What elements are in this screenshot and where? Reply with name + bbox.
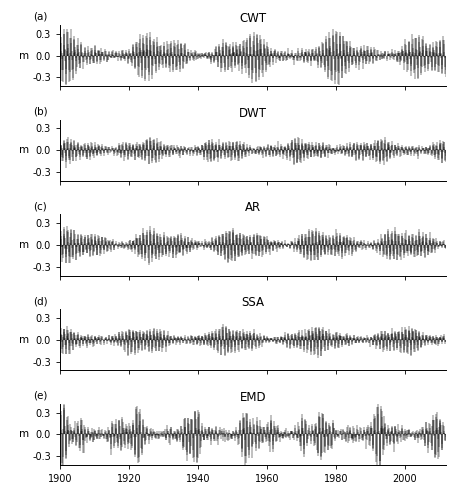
Y-axis label: m: m bbox=[18, 334, 29, 344]
Text: (b): (b) bbox=[33, 106, 47, 117]
Text: (d): (d) bbox=[33, 296, 47, 306]
Text: (c): (c) bbox=[33, 202, 46, 211]
Title: EMD: EMD bbox=[239, 391, 266, 404]
Title: SSA: SSA bbox=[241, 296, 264, 309]
Title: AR: AR bbox=[244, 202, 261, 214]
Y-axis label: m: m bbox=[18, 146, 29, 156]
Title: CWT: CWT bbox=[239, 12, 266, 25]
Y-axis label: m: m bbox=[18, 430, 29, 440]
Text: (e): (e) bbox=[33, 391, 47, 401]
Text: (a): (a) bbox=[33, 12, 47, 22]
Y-axis label: m: m bbox=[18, 50, 29, 60]
Title: DWT: DWT bbox=[239, 106, 266, 120]
Y-axis label: m: m bbox=[18, 240, 29, 250]
